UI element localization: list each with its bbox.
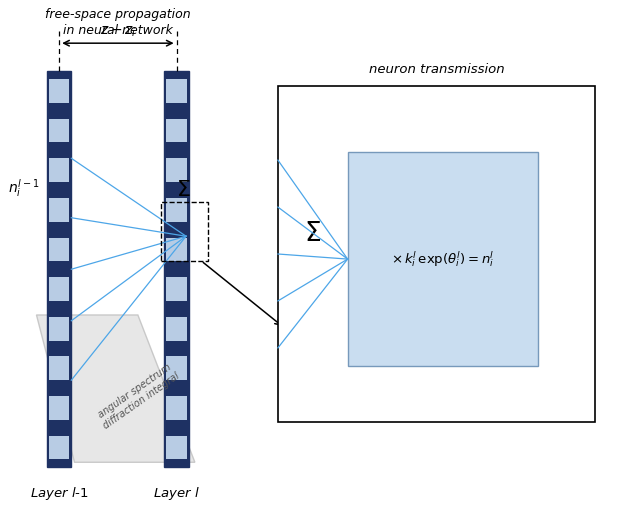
Bar <box>167 317 186 340</box>
Bar <box>49 317 69 340</box>
Bar <box>348 152 538 366</box>
Bar <box>167 238 186 261</box>
Text: neuron transmission: neuron transmission <box>368 63 504 76</box>
Bar <box>49 198 69 221</box>
Bar <box>47 71 71 467</box>
Bar <box>49 158 69 182</box>
Bar <box>49 119 69 142</box>
Text: Layer $l$-$1$: Layer $l$-$1$ <box>30 485 88 502</box>
Bar <box>167 158 186 182</box>
Bar <box>49 436 69 459</box>
Text: $\Sigma$: $\Sigma$ <box>304 220 321 247</box>
Bar <box>167 198 186 221</box>
Text: Layer $l$: Layer $l$ <box>153 485 200 502</box>
Text: free-space propagation: free-space propagation <box>45 8 191 21</box>
Bar <box>49 79 69 103</box>
Text: $\Sigma$: $\Sigma$ <box>176 180 190 201</box>
Text: $n_i^{l-1}$: $n_i^{l-1}$ <box>8 177 39 199</box>
Text: in neural network: in neural network <box>63 24 173 38</box>
Polygon shape <box>36 315 195 462</box>
Bar <box>167 79 186 103</box>
Bar <box>167 357 186 380</box>
Bar <box>49 277 69 301</box>
Bar <box>49 357 69 380</box>
Bar <box>167 277 186 301</box>
Bar <box>165 71 188 467</box>
Bar <box>49 396 69 420</box>
Bar <box>49 238 69 261</box>
Bar <box>167 396 186 420</box>
Bar <box>278 86 595 422</box>
Bar <box>161 202 208 261</box>
Bar <box>167 436 186 459</box>
Bar <box>167 119 186 142</box>
Text: $z - z_i$: $z - z_i$ <box>100 25 136 39</box>
Text: $\times\, k_i^l\,\exp(\theta_i^l) = n_i^l$: $\times\, k_i^l\,\exp(\theta_i^l) = n_i^… <box>391 249 494 269</box>
Text: angular spectrum
diffraction integral: angular spectrum diffraction integral <box>95 361 181 431</box>
Text: to next layer: to next layer <box>578 218 588 290</box>
Text: neuron $k$ of layer $l$: neuron $k$ of layer $l$ <box>388 384 497 400</box>
